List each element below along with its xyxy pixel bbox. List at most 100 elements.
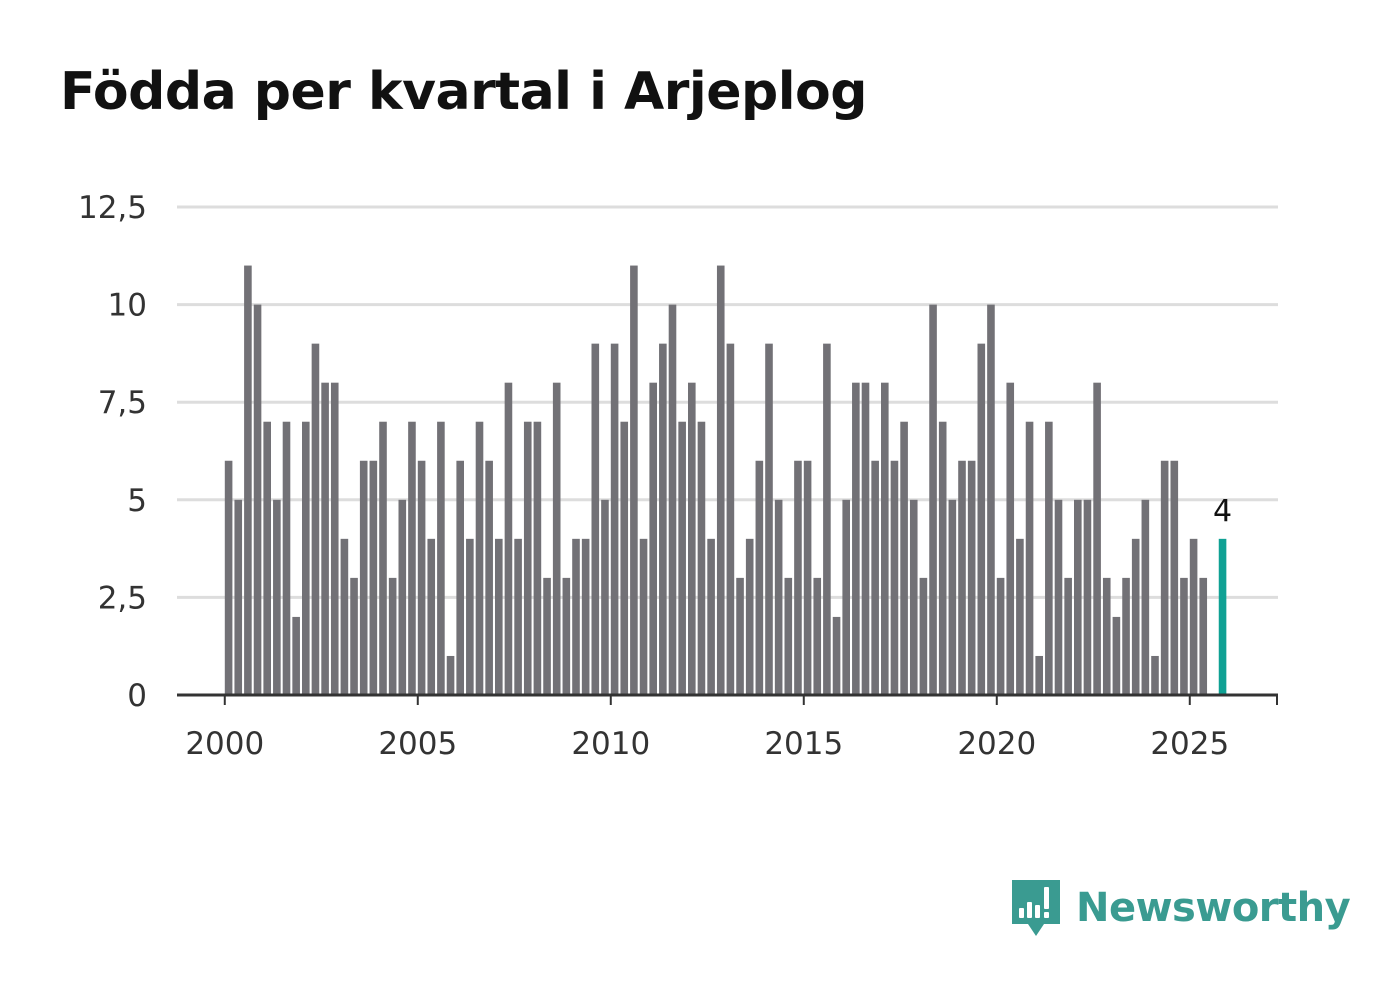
bar	[938, 421, 947, 695]
bar	[630, 265, 638, 695]
bar	[1006, 382, 1015, 695]
y-tick-label: 5	[127, 483, 147, 519]
bar	[755, 460, 764, 695]
bar	[707, 538, 715, 695]
brand-name: Newsworthy	[1076, 885, 1351, 931]
bar	[591, 343, 600, 695]
bar	[379, 421, 387, 695]
bar	[803, 460, 812, 695]
bar	[861, 382, 870, 695]
bar	[736, 577, 744, 695]
x-tick-label: 2010	[571, 726, 650, 762]
bar	[427, 538, 436, 695]
bar	[919, 577, 928, 695]
bar	[408, 421, 416, 695]
bar	[639, 538, 648, 695]
brand[interactable]: Newsworthy	[1010, 878, 1351, 938]
bar	[292, 616, 300, 695]
bar	[398, 499, 407, 695]
bar	[1160, 460, 1169, 695]
bar	[1074, 499, 1082, 695]
bars	[224, 265, 1227, 695]
last-value-label: 4	[1213, 494, 1232, 529]
bar	[784, 577, 793, 695]
bar	[1093, 382, 1101, 695]
bar	[1054, 499, 1063, 695]
y-tick-label: 12,5	[78, 190, 147, 226]
bar	[340, 538, 349, 695]
bar	[852, 382, 860, 695]
y-tick-label: 2,5	[98, 580, 147, 616]
bar	[668, 304, 677, 695]
bar	[881, 382, 889, 695]
bar	[253, 304, 262, 695]
bar	[514, 538, 522, 695]
axes	[177, 693, 1278, 705]
x-tick-label: 2015	[764, 726, 843, 762]
bar	[369, 460, 378, 695]
bar	[610, 343, 619, 695]
bar	[321, 382, 329, 695]
bar	[552, 382, 561, 695]
bar	[813, 577, 822, 695]
bar	[832, 616, 841, 695]
bar	[890, 460, 899, 695]
y-tick-label: 7,5	[98, 385, 147, 421]
bar	[562, 577, 571, 695]
bar	[794, 460, 802, 695]
bar	[716, 265, 725, 695]
bar	[958, 460, 966, 695]
bar	[495, 538, 503, 695]
bar	[273, 499, 281, 695]
bar	[244, 265, 252, 695]
bar	[234, 499, 243, 695]
bar	[543, 577, 551, 695]
bar	[504, 382, 513, 695]
newsworthy-logo-icon	[1012, 880, 1060, 936]
bar	[1083, 499, 1092, 695]
bar	[1025, 421, 1034, 695]
bar	[967, 460, 976, 695]
chart-title: Födda per kvartal i Arjeplog	[60, 62, 868, 122]
bar	[456, 460, 464, 695]
bar	[330, 382, 339, 695]
bar	[842, 499, 850, 695]
bar	[581, 538, 590, 695]
bar	[1064, 577, 1072, 695]
bar	[697, 421, 706, 695]
bar	[977, 343, 986, 695]
bar	[1112, 616, 1121, 695]
bar	[909, 499, 918, 695]
x-tick-label: 2025	[1150, 726, 1229, 762]
bar	[311, 343, 320, 695]
bar	[533, 421, 542, 695]
labels: 0 2,5 5 7,5 10 12,5 2000 2005 2010 2015 2020 2025 4	[78, 190, 1232, 762]
bar	[620, 421, 629, 695]
bar	[678, 421, 686, 695]
bar	[1122, 577, 1130, 695]
y-tick-label: 10	[108, 288, 147, 324]
bar	[1045, 421, 1053, 695]
bar	[929, 304, 937, 695]
bar	[224, 460, 233, 695]
bar	[900, 421, 908, 695]
bar	[659, 343, 667, 695]
bar	[987, 304, 995, 695]
y-tick-label: 0	[127, 678, 147, 714]
bar	[1102, 577, 1111, 695]
bar	[1180, 577, 1188, 695]
bar	[601, 499, 609, 695]
x-tick-label: 2000	[185, 726, 264, 762]
bar	[446, 655, 455, 695]
bar	[359, 460, 368, 695]
bar	[388, 577, 397, 695]
bar	[1170, 460, 1179, 695]
bar	[302, 421, 310, 695]
bar-highlight	[1218, 538, 1227, 695]
bar	[823, 343, 831, 695]
bar	[523, 421, 532, 695]
bar	[726, 343, 735, 695]
bar	[765, 343, 773, 695]
x-tick-label: 2020	[957, 726, 1036, 762]
bar	[1141, 499, 1150, 695]
